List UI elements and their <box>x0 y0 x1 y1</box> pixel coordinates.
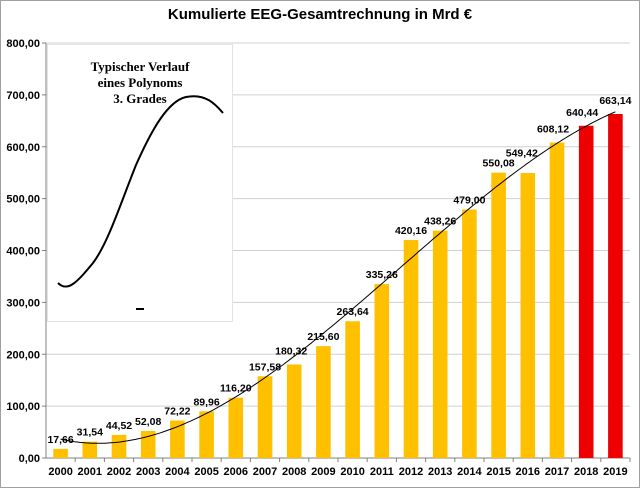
bar-2015 <box>491 172 506 458</box>
x-tick-label: 2012 <box>399 466 423 478</box>
bar-2007 <box>257 376 273 458</box>
value-label: 420,16 <box>395 225 427 237</box>
bar-2014 <box>462 209 477 458</box>
value-label: 31,54 <box>77 427 103 439</box>
x-tick-label: 2014 <box>457 466 482 478</box>
y-tick-label: 500,00 <box>6 194 40 206</box>
value-label: 180,32 <box>275 345 307 357</box>
value-label: 438,26 <box>424 216 456 228</box>
x-tick-label: 2008 <box>282 466 306 478</box>
y-tick-label: 100,00 <box>6 401 40 413</box>
y-tick-label: 0,00 <box>19 453 40 465</box>
y-tick-label: 800,00 <box>6 38 40 50</box>
cubic-curve <box>57 95 224 288</box>
y-tick-label: 400,00 <box>6 246 40 258</box>
bar-2018 <box>578 125 594 458</box>
y-tick-label: 600,00 <box>6 142 40 154</box>
bar-2012 <box>403 240 419 458</box>
x-tick-label: 2001 <box>78 466 102 478</box>
bars <box>53 113 623 458</box>
x-tick-label: 2018 <box>574 466 598 478</box>
y-tick-label: 200,00 <box>6 349 40 361</box>
x-tick-label: 2011 <box>370 466 394 478</box>
x-tick-label: 2003 <box>136 466 160 478</box>
bar-2002 <box>111 434 127 458</box>
bar-2006 <box>228 397 244 458</box>
trendline-path <box>60 111 616 444</box>
chart-title: Kumulierte EEG-Gesamtrechnung in Mrd € <box>167 6 473 23</box>
value-label: 663,14 <box>599 95 631 107</box>
x-tick-label: 2015 <box>486 466 510 478</box>
x-tick-label: 2004 <box>165 466 190 478</box>
value-label: 52,08 <box>135 416 161 428</box>
value-label: 549,42 <box>506 148 538 160</box>
x-tick-label: 2009 <box>311 466 335 478</box>
bar-2010 <box>345 321 360 458</box>
x-tick-label: 2010 <box>340 466 364 478</box>
value-label: 263,64 <box>337 306 369 318</box>
bar-2005 <box>199 411 214 458</box>
bar-2008 <box>286 364 302 458</box>
x-tick-label: 2005 <box>194 466 218 478</box>
value-label: 44,52 <box>106 420 132 432</box>
inset-caption: Typischer Verlauf eines Polynoms 3. Grad… <box>48 59 232 107</box>
value-label: 215,60 <box>307 331 339 343</box>
bar-2001 <box>82 441 98 458</box>
value-label: 479,00 <box>453 195 485 207</box>
value-label: 608,12 <box>537 124 569 136</box>
value-label: 17,66 <box>47 434 73 446</box>
value-label: 116,20 <box>220 383 252 395</box>
x-tick-label: 2017 <box>545 466 569 478</box>
bar-2013 <box>432 230 448 458</box>
x-tick-label: 2013 <box>428 466 452 478</box>
bar-2017 <box>549 142 565 458</box>
value-label: 640,44 <box>566 107 598 119</box>
x-tick-label: 2016 <box>516 466 540 478</box>
value-label: 550,08 <box>483 158 515 170</box>
bar-2004 <box>170 420 185 458</box>
x-tick-label: 2019 <box>603 466 627 478</box>
x-tick-label: 2007 <box>253 466 277 478</box>
bar-2019 <box>608 113 623 458</box>
polynomial-inset: Typischer Verlauf eines Polynoms 3. Grad… <box>47 44 233 322</box>
trendline <box>60 111 616 444</box>
bar-2016 <box>520 172 536 458</box>
value-label: 89,96 <box>193 396 219 408</box>
bar-2009 <box>316 346 331 458</box>
bar-2011 <box>374 284 390 458</box>
value-label: 72,22 <box>164 406 190 418</box>
y-tick-label: 300,00 <box>6 297 40 309</box>
inset-line-3: 3. Grades <box>113 91 167 106</box>
x-tick-label: 2002 <box>107 466 131 478</box>
inset-line-1: Typischer Verlauf <box>90 59 190 74</box>
bar-2000 <box>53 448 68 458</box>
value-label: 157,58 <box>249 361 281 373</box>
x-tick-label: 2006 <box>224 466 248 478</box>
axes: 0,00 100,00 200,00 300,00 400,00 500,00 600,00… <box>6 38 631 478</box>
value-label: 335,26 <box>366 269 398 281</box>
x-tick-label: 2000 <box>48 466 72 478</box>
inset-line-2: eines Polynoms <box>97 75 183 90</box>
y-tick-label: 700,00 <box>6 90 40 102</box>
inset-curve-graphic <box>57 95 224 310</box>
